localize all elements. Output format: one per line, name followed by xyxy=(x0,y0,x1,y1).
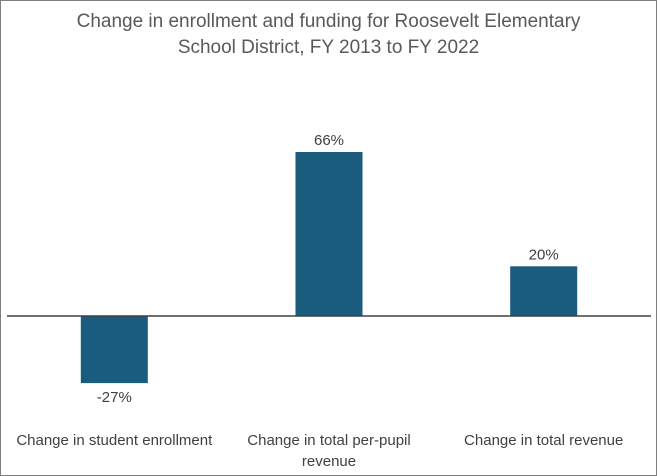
category-label-2-line-0: Change in total revenue xyxy=(464,432,623,449)
chart-title-line-1: Change in enrollment and funding for Roo… xyxy=(76,11,581,32)
chart-title: Change in enrollment and funding for Roo… xyxy=(1,9,656,61)
data-label-0: -27% xyxy=(97,389,132,406)
category-label-1-line-1: revenue xyxy=(302,453,356,470)
category-label-1: Change in total per-pupil revenue xyxy=(247,432,410,470)
data-label-1: 66% xyxy=(314,132,344,149)
bar-2 xyxy=(510,266,578,316)
bar-0 xyxy=(80,316,148,384)
bar-1 xyxy=(295,152,363,316)
category-label-0: Change in student enrollment xyxy=(16,432,213,449)
category-label-1-line-0: Change in total per-pupil xyxy=(247,432,410,449)
category-label-2: Change in total revenue xyxy=(464,432,623,449)
chart-title-line-2: School District, FY 2013 to FY 2022 xyxy=(177,37,480,58)
data-label-2: 20% xyxy=(529,246,559,263)
category-label-0-line-0: Change in student enrollment xyxy=(16,432,213,449)
